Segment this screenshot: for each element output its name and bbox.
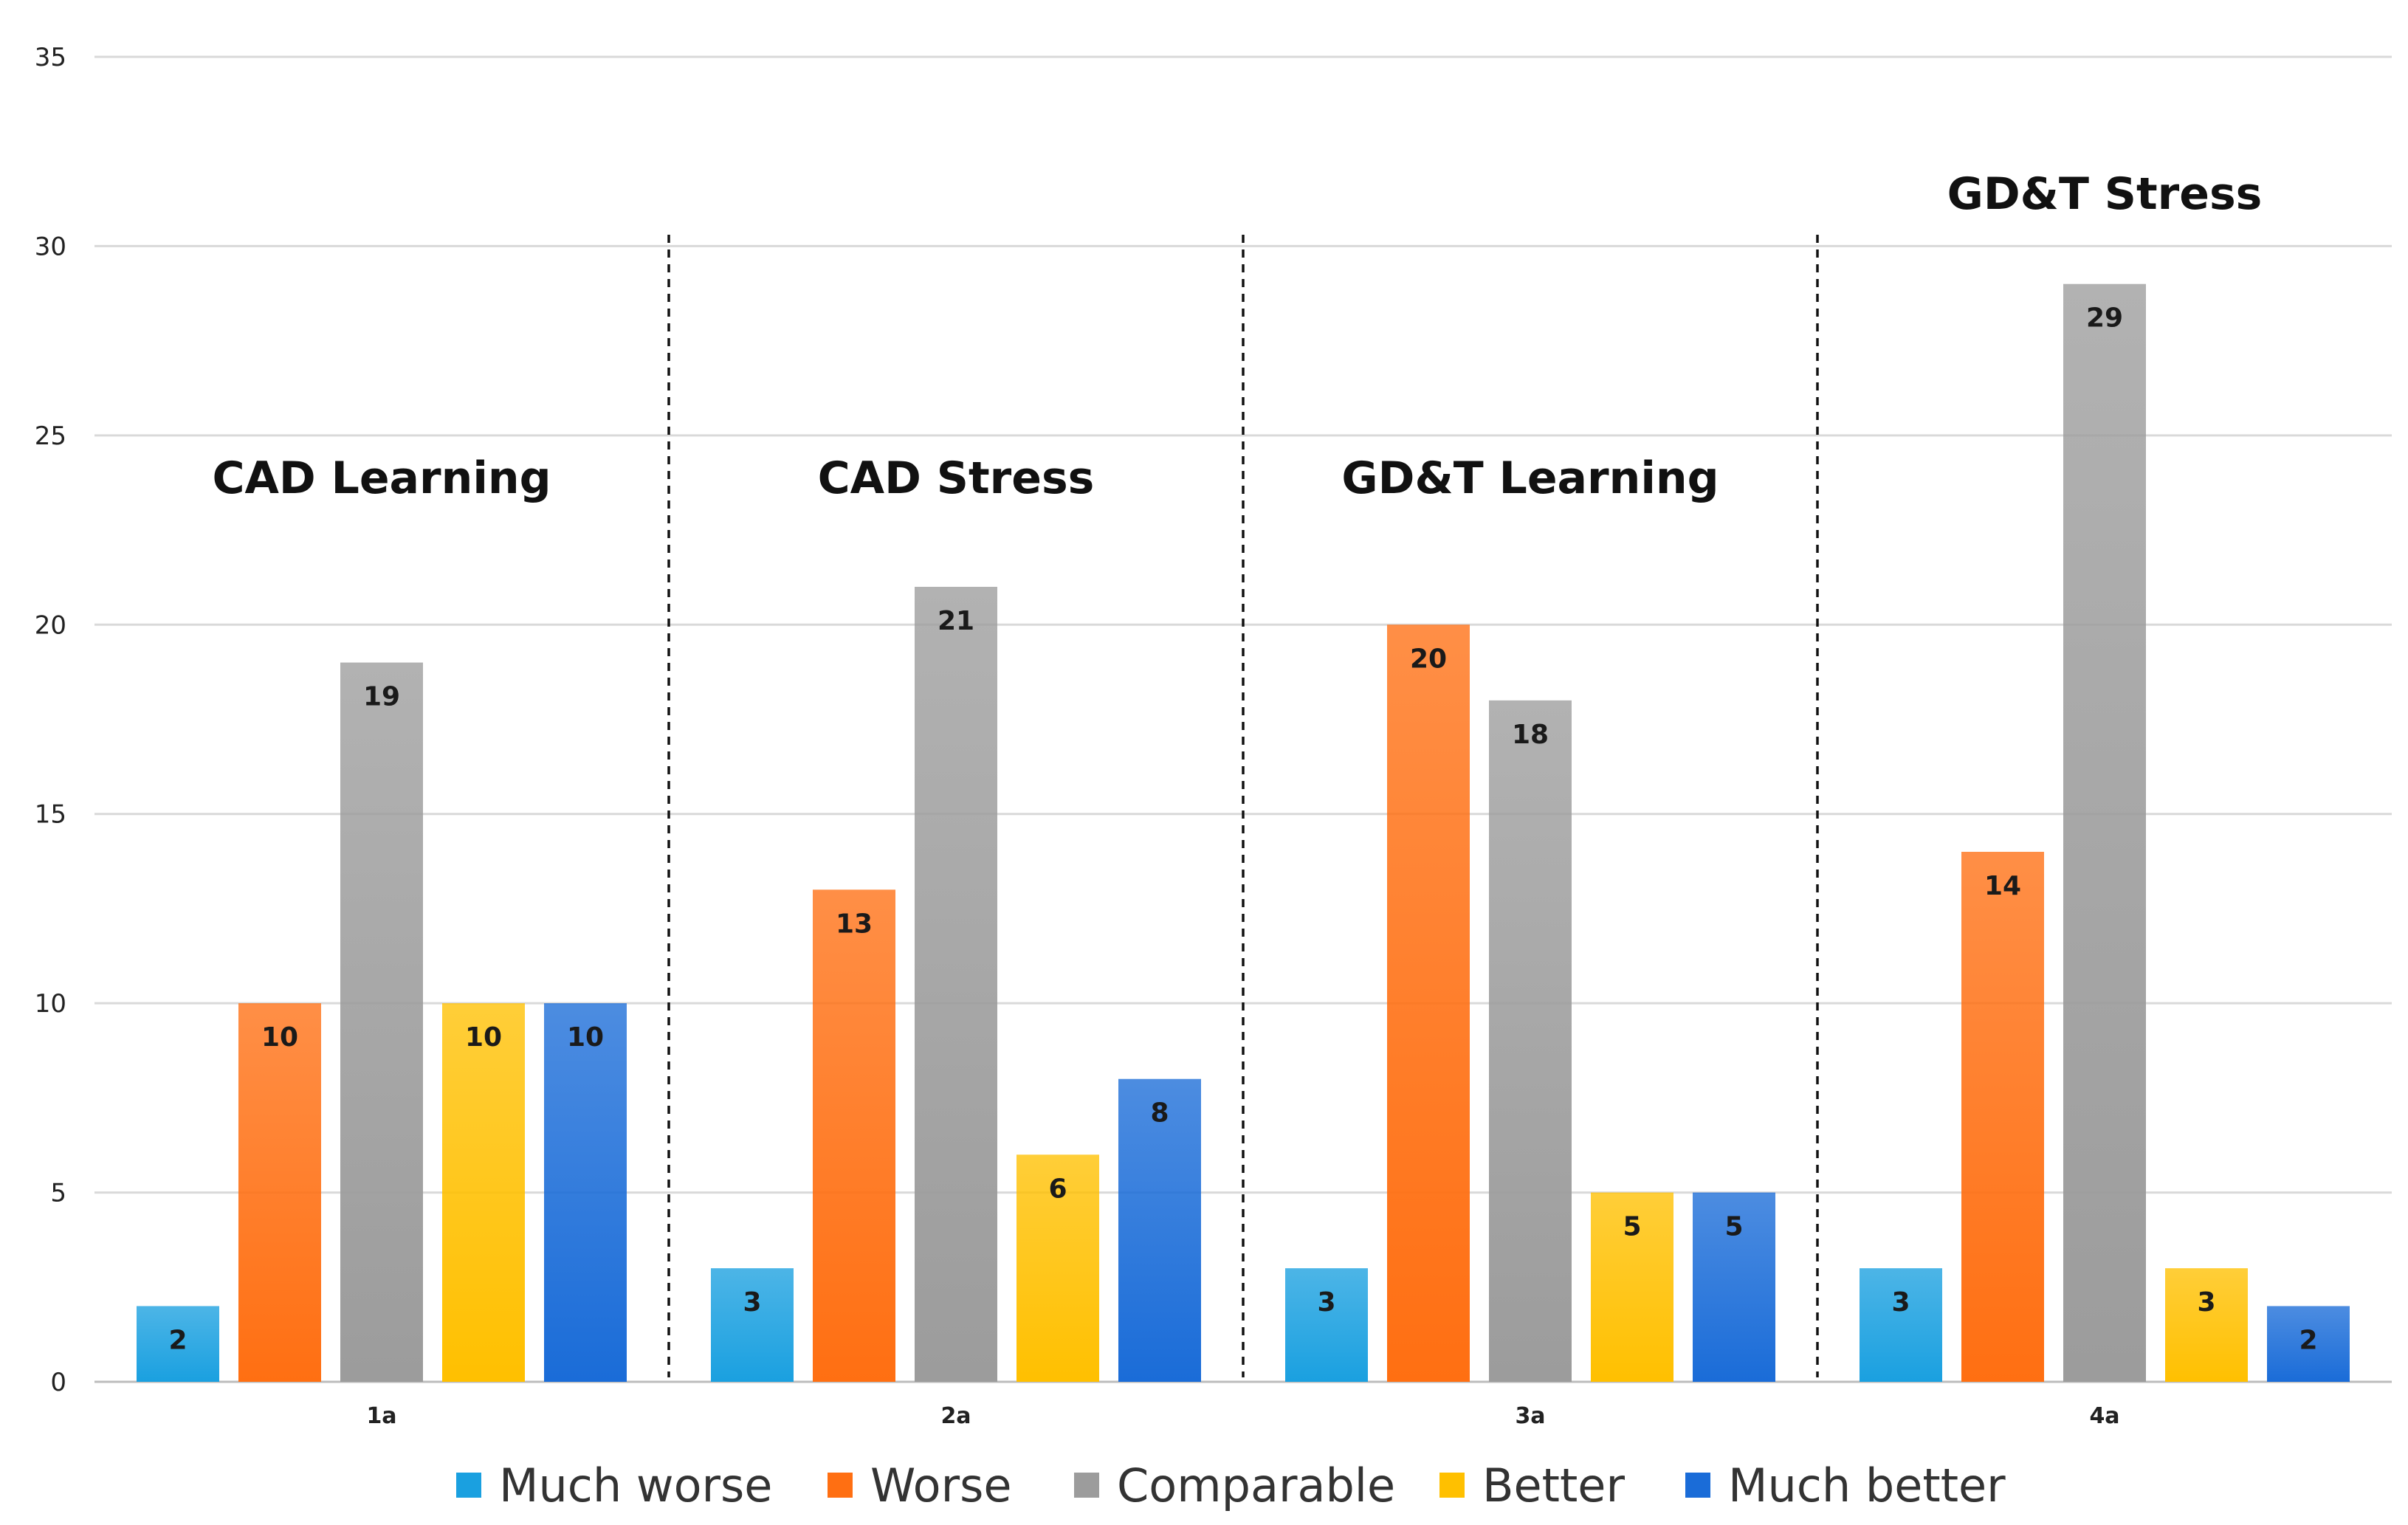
data-label: 19: [363, 682, 400, 712]
data-label: 29: [2086, 303, 2123, 334]
data-label: 21: [938, 606, 974, 636]
legend-swatch-comparable: [1074, 1473, 1099, 1498]
bar-better-4a: [2165, 1268, 2248, 1382]
data-label: 5: [1623, 1212, 1641, 1242]
y-tick-label: 25: [35, 421, 66, 451]
group-title-gdandt-stress: GD&T Stress: [1947, 168, 2263, 220]
bar-much-better-1a: [544, 1003, 627, 1382]
bar-much-better-2a: [1118, 1078, 1201, 1382]
y-tick-label: 0: [50, 1368, 66, 1397]
data-label: 3: [743, 1287, 761, 1318]
bar-better-3a: [1591, 1192, 1673, 1382]
data-label: 2: [168, 1325, 187, 1355]
bar-comparable-3a: [1489, 700, 1572, 1382]
group-title-cad-stress: CAD Stress: [818, 452, 1095, 504]
y-tick-label: 5: [50, 1179, 66, 1208]
data-label: 13: [836, 909, 873, 939]
x-tick-label: 1a: [366, 1403, 396, 1429]
data-label: 3: [1891, 1287, 1910, 1318]
legend-label-much-better: Much better: [1728, 1459, 2006, 1512]
bar-worse-4a: [1961, 852, 2044, 1382]
bar-comparable-2a: [915, 587, 997, 1382]
y-tick-label: 20: [35, 610, 66, 640]
data-label: 3: [1317, 1287, 1335, 1318]
legend-label-comparable: Comparable: [1117, 1459, 1395, 1512]
legend-swatch-worse: [828, 1473, 853, 1498]
legend-label-much-worse: Much worse: [499, 1459, 772, 1512]
legend-swatch-better: [1439, 1473, 1465, 1498]
bar-much-worse-4a: [1860, 1268, 1942, 1382]
bar-worse-2a: [813, 889, 895, 1382]
data-label: 18: [1512, 720, 1549, 750]
group-title-gdandt-learning: GD&T Learning: [1341, 452, 1719, 504]
legend-label-better: Better: [1482, 1459, 1625, 1512]
group-title-cad-learning: CAD Learning: [212, 452, 551, 504]
data-labels: 2 10 19 10 10 3 13 21 6 8 3 20 18 5 5 3 14 29 3 2: [168, 303, 2317, 1356]
data-label: 8: [1150, 1098, 1169, 1129]
y-tick-label: 15: [35, 800, 66, 830]
x-tick-label: 3a: [1515, 1403, 1545, 1429]
bar-better-2a: [1016, 1154, 1099, 1382]
data-label: 10: [567, 1022, 604, 1053]
bar-worse-3a: [1387, 624, 1470, 1383]
legend-swatch-much-worse: [456, 1473, 481, 1498]
data-label: 20: [1410, 644, 1447, 674]
bar-much-worse-2a: [711, 1268, 794, 1382]
y-tick-label: 35: [35, 43, 66, 72]
data-label: 5: [1724, 1212, 1743, 1242]
y-tick-label: 30: [35, 232, 66, 261]
bars: [137, 283, 2350, 1383]
legend-label-worse: Worse: [870, 1459, 1012, 1512]
bar-worse-1a: [238, 1003, 321, 1382]
data-label: 3: [2197, 1287, 2215, 1318]
bar-much-better-4a: [2267, 1306, 2350, 1382]
bar-comparable-1a: [340, 662, 423, 1382]
x-tick-label: 2a: [940, 1403, 971, 1429]
bar-better-1a: [442, 1003, 525, 1382]
data-label: 6: [1048, 1174, 1067, 1204]
data-label: 10: [261, 1022, 298, 1053]
bar-much-worse-3a: [1285, 1268, 1368, 1382]
bar-much-worse-1a: [137, 1306, 219, 1382]
bar-comparable-4a: [2063, 283, 2146, 1382]
legend: Much worse Worse Comparable Better Much bett…: [456, 1459, 2006, 1512]
data-label: 2: [2299, 1325, 2317, 1355]
group-separators: [667, 235, 1819, 1377]
legend-swatch-much-better: [1685, 1473, 1710, 1498]
data-label: 14: [1984, 871, 2021, 901]
data-label: 10: [465, 1022, 502, 1053]
y-tick-label: 10: [35, 989, 66, 1019]
bar-much-better-3a: [1693, 1192, 1775, 1382]
x-tick-label: 4a: [2089, 1403, 2119, 1429]
